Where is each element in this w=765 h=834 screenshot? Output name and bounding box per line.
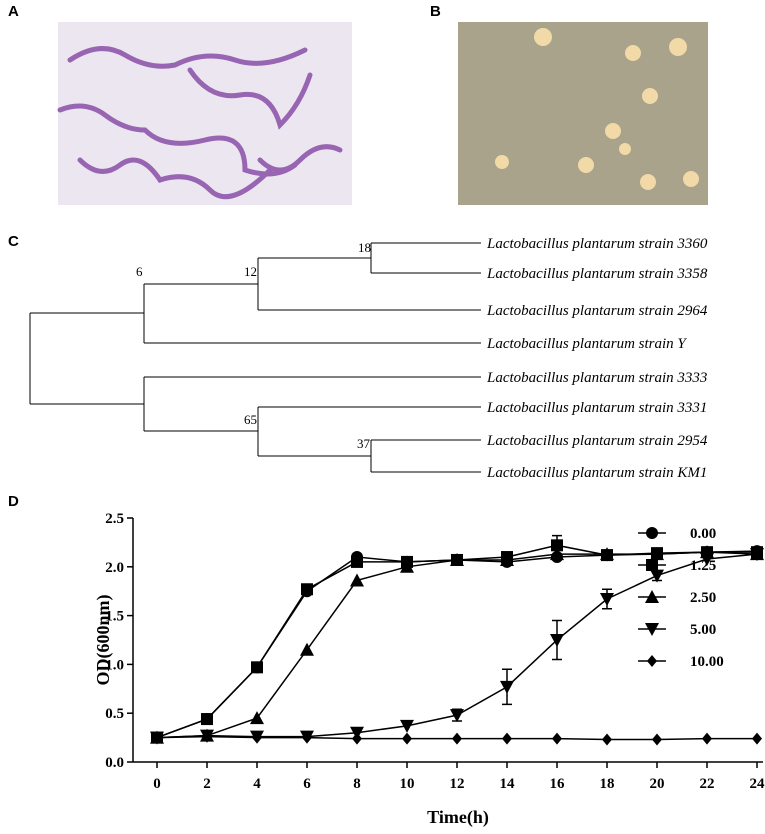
marker	[251, 661, 263, 674]
marker	[646, 527, 658, 539]
panel-label: D	[8, 493, 19, 510]
legend-label: 5.00	[690, 622, 716, 638]
marker	[650, 569, 664, 583]
leaf-label: Lactobacillus plantarum strain Y	[486, 336, 687, 352]
marker	[702, 732, 712, 745]
micrograph	[57, 22, 352, 205]
bootstrap-label: 18	[358, 240, 371, 255]
panel-label: C	[8, 233, 19, 250]
marker	[500, 680, 514, 694]
panel-label: A	[8, 3, 19, 20]
y-axis-title: OD(600nm)	[93, 595, 114, 686]
marker	[400, 559, 414, 573]
marker	[752, 732, 762, 745]
x-tick-label: 14	[500, 776, 516, 792]
leaf-label: Lactobacillus plantarum strain 3331	[486, 400, 707, 416]
y-tick-label: 1.5	[105, 609, 124, 625]
x-tick-label: 10	[400, 776, 415, 792]
y-tick-label: 1.0	[105, 657, 124, 673]
marker	[202, 730, 212, 743]
marker	[645, 590, 659, 603]
marker	[450, 552, 464, 566]
marker	[201, 713, 213, 726]
x-tick-label: 12	[450, 776, 465, 792]
marker	[700, 552, 714, 566]
marker	[452, 732, 462, 745]
marker	[650, 547, 664, 561]
marker	[252, 731, 262, 744]
marker	[646, 559, 658, 571]
marker	[352, 732, 362, 745]
leaf-label: Lactobacillus plantarum strain 3358	[486, 266, 708, 282]
marker	[550, 634, 564, 647]
y-tick-label: 0.5	[105, 706, 124, 722]
bootstrap-label: 6	[136, 264, 143, 279]
marker	[302, 731, 312, 744]
x-tick-label: 6	[303, 776, 311, 792]
x-tick-label: 2	[203, 776, 211, 792]
marker	[502, 732, 512, 745]
bootstrap-label: 12	[244, 264, 257, 279]
x-tick-label: 0	[153, 776, 161, 792]
bootstrap-label: 37	[357, 436, 371, 451]
marker	[600, 593, 614, 607]
bootstrap-label: 65	[244, 412, 257, 427]
marker	[550, 547, 564, 561]
marker	[350, 573, 364, 587]
y-tick-label: 0.0	[105, 755, 124, 771]
leaf-label: Lactobacillus plantarum strain 2954	[486, 433, 708, 449]
y-tick-label: 2.5	[105, 511, 124, 527]
tree	[29, 242, 481, 473]
leaf-label: Lactobacillus plantarum strain 3333	[486, 370, 707, 386]
leaf-label: Lactobacillus plantarum strain KM1	[486, 465, 707, 481]
marker	[602, 733, 612, 746]
marker	[500, 552, 514, 566]
marker	[551, 539, 563, 552]
marker	[402, 732, 412, 745]
x-tick-label: 4	[253, 776, 261, 792]
x-tick-label: 16	[550, 776, 566, 792]
marker	[400, 719, 414, 733]
marker	[645, 623, 659, 636]
colony-plate	[458, 22, 708, 205]
marker	[300, 642, 314, 656]
leaf-label: Lactobacillus plantarum strain 3360	[486, 236, 708, 252]
legend-label: 2.50	[690, 590, 716, 606]
leaf-label: Lactobacillus plantarum strain 2964	[486, 303, 708, 319]
marker	[647, 655, 657, 667]
marker	[450, 709, 464, 723]
legend-label: 0.00	[690, 526, 716, 542]
marker	[250, 711, 264, 725]
panel-label: B	[430, 3, 441, 20]
marker	[652, 733, 662, 746]
legend-label: 10.00	[690, 654, 724, 670]
x-tick-label: 18	[600, 776, 615, 792]
x-axis-title: Time(h)	[427, 807, 489, 828]
x-tick-label: 20	[650, 776, 665, 792]
marker	[351, 555, 363, 568]
legend-label: 1.25	[690, 558, 716, 574]
marker	[600, 547, 614, 561]
marker	[750, 548, 764, 562]
marker	[152, 731, 162, 744]
y-tick-label: 2.0	[105, 560, 124, 576]
marker	[301, 583, 313, 596]
marker	[552, 732, 562, 745]
x-tick-label: 24	[750, 776, 765, 792]
x-tick-label: 22	[700, 776, 715, 792]
x-tick-label: 8	[353, 776, 361, 792]
